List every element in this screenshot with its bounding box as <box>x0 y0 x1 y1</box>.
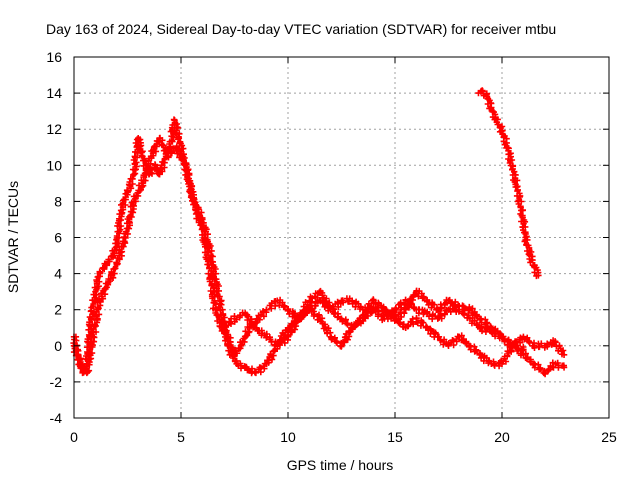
data-layer <box>70 87 568 378</box>
series-1 <box>70 116 568 378</box>
trace-markers <box>517 206 530 240</box>
y-tick-label: 12 <box>46 121 62 137</box>
grid-layer <box>74 57 609 418</box>
x-tick-label: 0 <box>70 429 78 445</box>
trace-markers <box>521 236 535 258</box>
trace-markers <box>138 154 155 184</box>
trace-markers <box>112 209 126 247</box>
series-4 <box>475 87 542 280</box>
trace-markers <box>509 166 521 190</box>
trace-markers <box>237 323 253 348</box>
trace-markers <box>180 161 198 203</box>
x-tick-label: 5 <box>177 429 185 445</box>
y-tick-label: 2 <box>54 302 62 318</box>
trace-markers <box>370 296 387 314</box>
series-2 <box>70 134 568 377</box>
trace-markers <box>512 183 526 214</box>
trace-markers <box>296 305 311 323</box>
trace-markers <box>541 359 557 378</box>
y-tick-label: 14 <box>46 85 62 101</box>
trace-markers <box>339 295 353 306</box>
trace-markers <box>284 317 302 340</box>
data-point <box>530 360 538 368</box>
y-tick-label: 8 <box>54 193 62 209</box>
trace-markers <box>156 137 172 160</box>
data-point <box>488 324 495 331</box>
trace-markers <box>383 307 397 322</box>
trace-markers <box>505 150 517 170</box>
trace-markers <box>425 325 439 341</box>
data-point <box>535 272 542 279</box>
trace-markers <box>316 296 333 314</box>
trace-markers <box>113 233 129 267</box>
trace-markers <box>105 260 121 285</box>
y-tick-label: 6 <box>54 230 62 246</box>
y-tick-label: 16 <box>46 49 62 65</box>
x-tick-label: 15 <box>387 429 403 445</box>
series-3 <box>220 287 527 353</box>
trace-markers <box>123 170 139 195</box>
y-tick-label: 0 <box>54 338 62 354</box>
trace-markers <box>544 337 557 350</box>
x-axis-label: GPS time / hours <box>287 457 394 473</box>
trace-markers <box>130 182 147 205</box>
chart-title: Day 163 of 2024, Sidereal Day-to-day VTE… <box>46 21 556 37</box>
data-point <box>560 351 568 359</box>
trace-markers <box>191 199 206 222</box>
trace-markers <box>96 260 108 277</box>
data-point <box>560 364 568 371</box>
y-tick-label: 4 <box>54 266 62 282</box>
y-tick-label: -4 <box>50 410 63 426</box>
y-axis-label: SDTVAR / TECUs <box>5 181 21 293</box>
y-tick-label: -2 <box>50 374 63 390</box>
y-tick-label: 10 <box>46 157 62 173</box>
x-tick-label: 20 <box>494 429 510 445</box>
trace-markers <box>89 298 104 341</box>
trace-markers <box>83 332 98 376</box>
trace-markers <box>317 315 335 341</box>
trace-markers <box>198 218 215 260</box>
x-tick-label: 10 <box>280 429 296 445</box>
trace-markers <box>402 287 420 313</box>
trace-markers <box>490 358 504 370</box>
trace-markers <box>122 199 137 242</box>
trace-markers <box>206 253 224 305</box>
trace-markers <box>338 323 356 350</box>
data-point <box>520 346 527 353</box>
x-tick-label: 25 <box>601 429 617 445</box>
trace-markers <box>554 359 567 371</box>
tick-layer: 0 5 10 15 20 25 -4 -2 0 2 4 6 8 10 12 14 16 <box>46 49 617 445</box>
